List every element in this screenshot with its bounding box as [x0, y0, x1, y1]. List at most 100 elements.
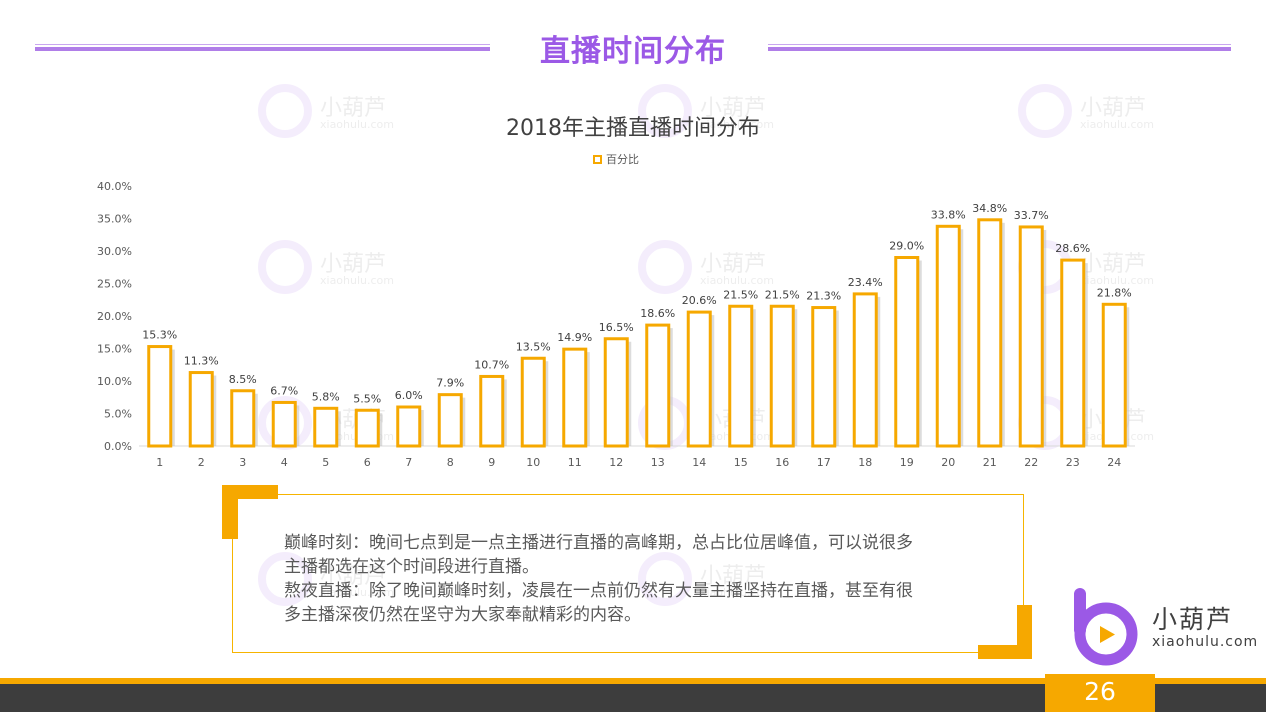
corner-bottom-right-v: [1017, 605, 1032, 659]
bar: [935, 224, 961, 448]
bar: [1018, 225, 1044, 448]
logo-url: xiaohulu.com: [1152, 634, 1259, 650]
y-tick-label: 40.0%: [97, 180, 132, 193]
bar: [603, 337, 629, 448]
logo-name: 小葫芦: [1152, 605, 1234, 634]
x-tick-label: 8: [447, 456, 454, 469]
bar: [686, 310, 712, 448]
bar: [1060, 258, 1086, 448]
data-label: 21.8%: [1097, 286, 1132, 299]
corner-top-left-v: [222, 485, 238, 539]
bar: [645, 323, 671, 448]
page-number: 26: [1084, 677, 1116, 706]
bar: [894, 256, 920, 448]
data-label: 29.0%: [889, 240, 924, 253]
data-label: 6.7%: [270, 384, 298, 397]
x-tick-label: 4: [281, 456, 288, 469]
title-rule-right-thin: [768, 44, 1231, 45]
legend-label: 百分比: [606, 153, 639, 166]
data-label: 11.3%: [184, 355, 219, 368]
y-tick-label: 15.0%: [97, 343, 132, 356]
bar: [396, 405, 422, 448]
x-tick-label: 6: [364, 456, 371, 469]
legend-swatch: [592, 153, 603, 165]
title-rule-left-thin: [35, 44, 490, 45]
x-tick-label: 5: [322, 456, 329, 469]
x-tick-label: 7: [405, 456, 412, 469]
chart-title: 2018年主播直播时间分布: [506, 116, 760, 141]
bar: [313, 406, 339, 448]
slide-title: 直播时间分布: [540, 34, 726, 69]
title-rule-right: [768, 47, 1231, 51]
data-label: 5.8%: [312, 390, 340, 403]
x-tick-label: 2: [198, 456, 205, 469]
bar: [1101, 302, 1127, 448]
bar: [728, 304, 754, 448]
data-label: 6.0%: [395, 389, 423, 402]
x-tick-label: 10: [526, 456, 540, 469]
x-tick-label: 17: [817, 456, 831, 469]
title-rule-left: [35, 47, 490, 51]
y-tick-label: 5.0%: [104, 408, 132, 421]
x-tick-label: 3: [239, 456, 246, 469]
description-line: 多主播深夜仍然在坚守为大家奉献精彩的内容。: [284, 605, 641, 625]
x-tick-label: 21: [983, 456, 997, 469]
x-tick-label: 20: [941, 456, 955, 469]
footer-accent-line: [0, 678, 1266, 684]
xiaohulu-logo-icon: [1074, 588, 1138, 666]
x-tick-label: 19: [900, 456, 914, 469]
x-tick-label: 23: [1066, 456, 1080, 469]
x-tick-label: 11: [568, 456, 582, 469]
bar: [520, 356, 546, 448]
bar: [562, 347, 588, 448]
page-number-tab: [1045, 674, 1155, 712]
data-label: 5.5%: [353, 392, 381, 405]
description-box: [232, 494, 1024, 653]
x-tick-label: 12: [609, 456, 623, 469]
x-tick-label: 22: [1024, 456, 1038, 469]
bar-chart: 0.0% 5.0% 10.0% 15.0% 20.0% 25.0% 30.0% 35.0% 40…: [97, 180, 1135, 469]
bar: [811, 306, 837, 448]
y-tick-label: 25.0%: [97, 278, 132, 291]
x-tick-label: 24: [1107, 456, 1121, 469]
data-label: 18.6%: [640, 307, 675, 320]
description-line: 熬夜直播：除了晚间巅峰时刻，凌晨在一点前仍然有大量主播坚持在直播，甚至有很: [284, 581, 913, 601]
bar: [769, 304, 795, 448]
data-label: 16.5%: [599, 321, 634, 334]
data-label: 21.3%: [806, 290, 841, 303]
y-tick-label: 30.0%: [97, 245, 132, 258]
bar: [188, 371, 214, 448]
description-text: 巅峰时刻：晚间七点到是一点主播进行直播的高峰期，总占比位居峰值，可以说很多 主播…: [284, 531, 984, 627]
data-label: 13.5%: [516, 340, 551, 353]
x-tick-label: 16: [775, 456, 789, 469]
bar: [977, 218, 1003, 448]
data-label: 15.3%: [142, 329, 177, 342]
bar: [437, 393, 463, 448]
bar: [230, 389, 256, 448]
description-line: 主播都选在这个时间段进行直播。: [284, 557, 539, 577]
bar: [479, 374, 505, 448]
data-label: 20.6%: [682, 294, 717, 307]
chart-legend: 百分比: [592, 151, 639, 167]
bar: [354, 408, 380, 448]
data-label: 33.8%: [931, 208, 966, 221]
data-label: 23.4%: [848, 276, 883, 289]
data-label: 21.5%: [765, 288, 800, 301]
x-tick-label: 13: [651, 456, 665, 469]
y-tick-label: 35.0%: [97, 213, 132, 226]
bar: [852, 292, 878, 448]
data-label: 7.9%: [436, 377, 464, 390]
bar: [147, 345, 173, 448]
data-label: 34.8%: [972, 202, 1007, 215]
x-tick-label: 15: [734, 456, 748, 469]
bar: [271, 400, 297, 448]
y-tick-label: 20.0%: [97, 310, 132, 323]
data-label: 8.5%: [229, 373, 257, 386]
x-tick-label: 18: [858, 456, 872, 469]
data-label: 28.6%: [1055, 242, 1090, 255]
description-line: 巅峰时刻：晚间七点到是一点主播进行直播的高峰期，总占比位居峰值，可以说很多: [284, 533, 913, 553]
data-label: 10.7%: [474, 358, 509, 371]
y-tick-label: 10.0%: [97, 375, 132, 388]
y-tick-label: 0.0%: [104, 440, 132, 453]
x-tick-label: 1: [156, 456, 163, 469]
